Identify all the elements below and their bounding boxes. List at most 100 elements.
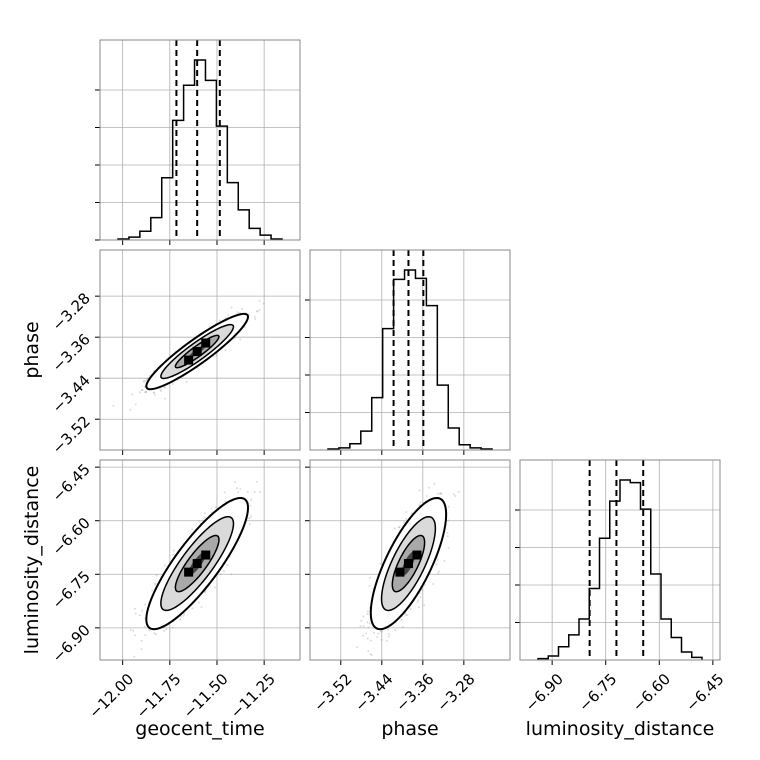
panel-frame <box>309 249 511 451</box>
scatter-point <box>385 639 388 642</box>
hist-panel-phase <box>327 250 493 450</box>
scatter-point <box>387 628 390 631</box>
panel-frame <box>519 459 721 661</box>
scatter-point <box>401 625 404 628</box>
scatter-point <box>236 311 239 314</box>
scatter-point <box>218 319 221 322</box>
scatter-point <box>388 632 390 635</box>
panel-frame <box>99 39 301 241</box>
x-tick-label: −6.90 <box>522 670 567 715</box>
density-peak-cell <box>201 338 211 348</box>
x-tick-label: −11.75 <box>133 670 185 722</box>
scatter-point <box>215 354 218 357</box>
scatter-point <box>144 379 147 382</box>
scatter-point <box>145 391 148 394</box>
scatter-panel-geocent_time-vs-luminosity_distance <box>129 480 262 658</box>
scatter-point <box>402 521 405 524</box>
scatter-point <box>159 388 162 391</box>
histogram-step-line <box>117 59 283 240</box>
scatter-point <box>129 628 132 631</box>
scatter-point <box>416 601 419 604</box>
y-tick-label: −3.36 <box>49 330 94 375</box>
scatter-point <box>153 393 156 396</box>
scatter-point <box>129 408 132 411</box>
y-tick-label: −6.45 <box>49 460 94 505</box>
scatter-point <box>370 654 373 657</box>
scatter-point <box>447 547 450 550</box>
density-peak-cell <box>412 550 422 560</box>
scatter-point <box>132 629 135 632</box>
scatter-point <box>253 315 256 318</box>
scatter-point <box>425 494 428 497</box>
scatter-point <box>409 607 412 610</box>
scatter-point <box>134 634 136 637</box>
scatter-point <box>159 389 162 392</box>
scatter-point <box>154 633 157 636</box>
scatter-point <box>262 302 265 305</box>
scatter-point <box>410 512 413 515</box>
density-peak-cell <box>201 550 211 560</box>
scatter-point <box>140 389 143 392</box>
scatter-point <box>248 517 251 520</box>
scatter-point <box>454 494 457 497</box>
scatter-point <box>447 505 450 508</box>
scatter-point <box>200 606 203 609</box>
scatter-point <box>397 526 400 529</box>
scatter-panel-phase-vs-luminosity_distance <box>356 482 460 657</box>
x-tick-label: −6.45 <box>682 670 727 715</box>
scatter-point <box>362 615 365 618</box>
scatter-point <box>143 625 146 628</box>
scatter-point <box>376 636 379 639</box>
scatter-point <box>356 646 359 649</box>
scatter-point <box>436 558 439 561</box>
y-tick-label: −3.44 <box>49 371 94 416</box>
scatter-point <box>452 493 455 496</box>
scatter-point <box>142 380 145 383</box>
x-axis-label-phase: phase <box>381 718 438 740</box>
scatter-point <box>372 631 375 634</box>
scatter-point <box>171 626 174 629</box>
histogram-step-line <box>327 269 493 450</box>
scatter-point <box>230 306 233 309</box>
scatter-point <box>140 639 143 642</box>
x-axis-label-luminosity_distance: luminosity_distance <box>526 718 715 740</box>
scatter-point <box>381 630 384 633</box>
scatter-point <box>366 621 369 624</box>
scatter-point <box>223 570 226 573</box>
scatter-point <box>163 386 166 389</box>
scatter-point <box>446 531 449 534</box>
scatter-point <box>405 614 408 617</box>
panel-frame <box>99 249 301 451</box>
y-tick-label: −6.90 <box>49 621 94 666</box>
x-tick-label: −3.44 <box>351 670 396 715</box>
scatter-point <box>369 653 372 656</box>
y-tick-label: −6.60 <box>49 514 94 559</box>
scatter-point <box>255 480 258 483</box>
scatter-point <box>359 625 362 628</box>
scatter-point <box>153 632 156 635</box>
y-axis-label-phase: phase <box>21 321 43 378</box>
scatter-point <box>203 591 206 594</box>
scatter-point <box>154 582 157 585</box>
scatter-point <box>432 583 435 586</box>
x-tick-label: −11.25 <box>227 670 279 722</box>
scatter-point <box>163 564 166 567</box>
scatter-point <box>185 380 188 383</box>
scatter-point <box>253 491 256 494</box>
scatter-point <box>362 634 365 637</box>
scatter-point <box>421 588 424 591</box>
scatter-point <box>405 517 408 520</box>
scatter-point <box>368 585 371 588</box>
y-tick-label: −3.52 <box>49 412 94 457</box>
scatter-panel-geocent_time-vs-phase <box>112 299 265 411</box>
histogram-step-line <box>537 479 703 660</box>
x-tick-label: −6.60 <box>629 670 674 715</box>
scatter-point <box>254 317 257 320</box>
scatter-point <box>152 391 155 394</box>
scatter-point <box>151 589 154 592</box>
scatter-point <box>379 630 382 633</box>
scatter-point <box>112 404 115 407</box>
scatter-point <box>203 512 206 515</box>
x-tick-label: −11.50 <box>180 670 232 722</box>
scatter-point <box>134 612 137 615</box>
